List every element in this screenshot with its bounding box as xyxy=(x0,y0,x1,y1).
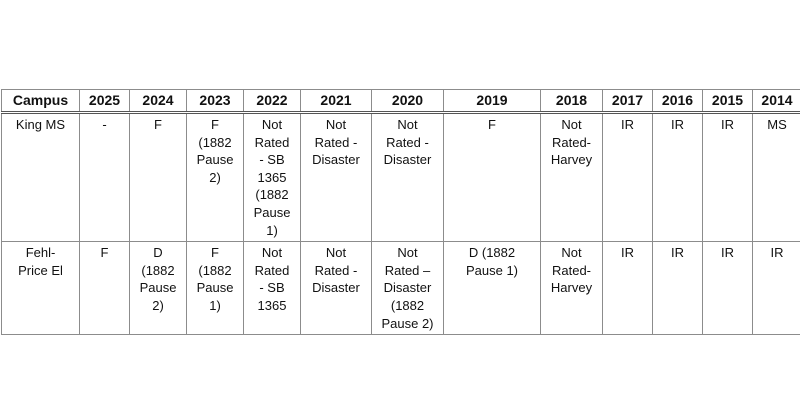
header-year-2019: 2019 xyxy=(443,89,541,114)
cell-rating-2024: F xyxy=(129,111,187,243)
cell-rating-2014: IR xyxy=(752,241,800,336)
cell-rating-2019: F xyxy=(443,111,541,243)
cell-rating-2021: Not Rated - Disaster xyxy=(300,111,372,243)
cell-rating-2019: D (1882 Pause 1) xyxy=(443,241,541,336)
cell-rating-2022: Not Rated - SB 1365 xyxy=(243,241,301,336)
header-year-2025: 2025 xyxy=(79,89,130,114)
cell-campus-name: Fehl- Price El xyxy=(1,241,80,336)
header-year-2015: 2015 xyxy=(702,89,753,114)
cell-rating-2023: F (1882 Pause 1) xyxy=(186,241,244,336)
header-year-2017: 2017 xyxy=(602,89,653,114)
cell-rating-2014: MS xyxy=(752,111,800,243)
header-campus: Campus xyxy=(1,89,80,114)
table-row-king-ms: King MS - F F (1882 Pause 2) Not Rated -… xyxy=(1,111,800,243)
cell-rating-2016: IR xyxy=(652,111,703,243)
header-year-2020: 2020 xyxy=(371,89,444,114)
cell-rating-2024: D (1882 Pause 2) xyxy=(129,241,187,336)
cell-campus-name: King MS xyxy=(1,111,80,243)
cell-rating-2023: F (1882 Pause 2) xyxy=(186,111,244,243)
campus-ratings-table: Campus 2025 2024 2023 2022 2021 2020 201… xyxy=(1,89,800,336)
cell-rating-2021: Not Rated - Disaster xyxy=(300,241,372,336)
header-year-2023: 2023 xyxy=(186,89,244,114)
header-year-2014: 2014 xyxy=(752,89,800,114)
cell-rating-2018: Not Rated- Harvey xyxy=(540,111,603,243)
cell-rating-2018: Not Rated- Harvey xyxy=(540,241,603,336)
campus-ratings-table-container: Campus 2025 2024 2023 2022 2021 2020 201… xyxy=(1,89,800,336)
cell-rating-2025: F xyxy=(79,241,130,336)
header-year-2018: 2018 xyxy=(540,89,603,114)
cell-rating-2016: IR xyxy=(652,241,703,336)
header-year-2022: 2022 xyxy=(243,89,301,114)
cell-rating-2015: IR xyxy=(702,111,753,243)
cell-rating-2017: IR xyxy=(602,241,653,336)
cell-rating-2020: Not Rated – Disaster (1882 Pause 2) xyxy=(371,241,444,336)
cell-rating-2017: IR xyxy=(602,111,653,243)
header-year-2024: 2024 xyxy=(129,89,187,114)
cell-rating-2020: Not Rated - Disaster xyxy=(371,111,444,243)
table-header-row: Campus 2025 2024 2023 2022 2021 2020 201… xyxy=(1,89,800,114)
header-year-2021: 2021 xyxy=(300,89,372,114)
table-row-fehl-price-el: Fehl- Price El F D (1882 Pause 2) F (188… xyxy=(1,241,800,336)
cell-rating-2015: IR xyxy=(702,241,753,336)
cell-rating-2022: Not Rated - SB 1365 (1882 Pause 1) xyxy=(243,111,301,243)
cell-rating-2025: - xyxy=(79,111,130,243)
header-year-2016: 2016 xyxy=(652,89,703,114)
